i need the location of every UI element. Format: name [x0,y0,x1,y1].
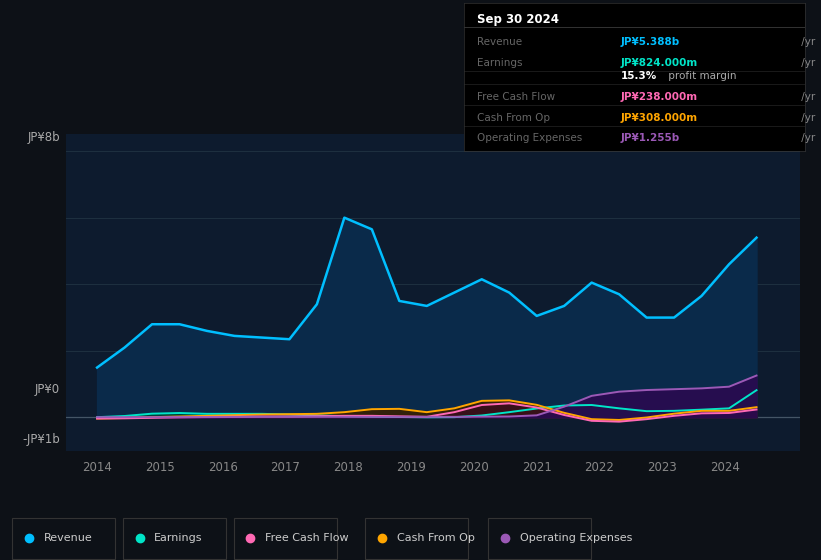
Bar [12,518,115,558]
Text: Revenue: Revenue [44,533,92,543]
Text: JP¥824.000m: JP¥824.000m [621,58,698,68]
Text: Free Cash Flow: Free Cash Flow [478,92,556,102]
Text: JP¥8b: JP¥8b [27,130,60,144]
Text: Earnings: Earnings [478,58,523,68]
Text: Operating Expenses: Operating Expenses [478,133,583,143]
Text: JP¥1.255b: JP¥1.255b [621,133,680,143]
Text: Cash From Op: Cash From Op [397,533,475,543]
Bar [365,518,468,558]
Text: -JP¥1b: -JP¥1b [22,433,60,446]
Text: Operating Expenses: Operating Expenses [520,533,632,543]
Bar [488,518,591,558]
Text: 15.3%: 15.3% [621,71,657,81]
Text: /yr: /yr [798,58,815,68]
Text: /yr: /yr [798,113,815,123]
Text: JP¥308.000m: JP¥308.000m [621,113,698,123]
Text: JP¥238.000m: JP¥238.000m [621,92,698,102]
Text: /yr: /yr [798,92,815,102]
Text: JP¥0: JP¥0 [34,382,60,396]
Bar [234,518,337,558]
Text: Revenue: Revenue [478,37,523,47]
Text: /yr: /yr [798,37,815,47]
Text: Free Cash Flow: Free Cash Flow [265,533,349,543]
Text: JP¥5.388b: JP¥5.388b [621,37,680,47]
Bar [123,518,226,558]
Text: Sep 30 2024: Sep 30 2024 [478,13,559,26]
Text: Cash From Op: Cash From Op [478,113,551,123]
Text: profit margin: profit margin [665,71,736,81]
Text: Earnings: Earnings [154,533,203,543]
Text: /yr: /yr [798,133,815,143]
